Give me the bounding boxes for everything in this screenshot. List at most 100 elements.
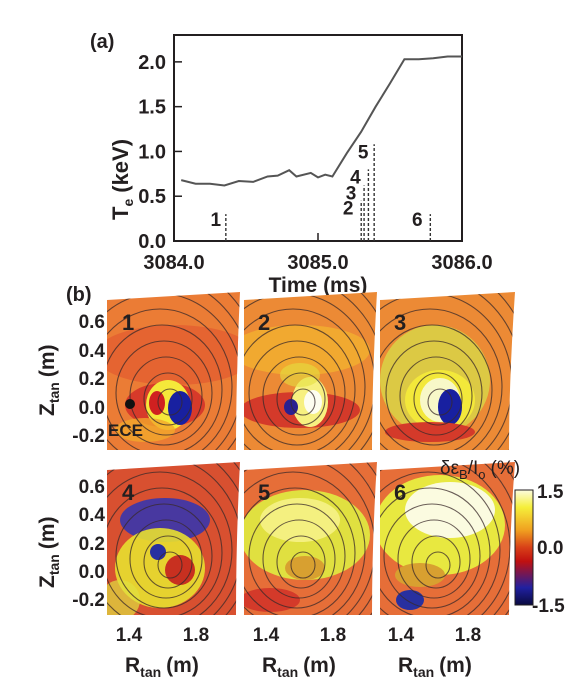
frame-label-6: 6 xyxy=(394,480,406,505)
te-symbol: T xyxy=(108,206,133,220)
event-marker-label: 6 xyxy=(412,210,423,231)
flux-contour xyxy=(157,551,183,579)
panel-b-label: (b) xyxy=(66,284,92,306)
flux-contour xyxy=(244,471,366,615)
flux-contour xyxy=(244,487,356,615)
flux-contour xyxy=(290,551,316,579)
flux-contour xyxy=(115,503,213,609)
y-tick-label: 1.0 xyxy=(138,141,166,163)
panel-b-y-ticks: 0.6 0.4 0.2 0.0 -0.2 0.6 0.4 0.2 0.0 -0.2 xyxy=(72,312,105,611)
frame-contours xyxy=(380,462,515,615)
y-tick-label: 2.0 xyxy=(138,52,166,74)
flux-contour xyxy=(413,372,463,426)
x-tick-label: 1.8 xyxy=(183,625,209,646)
frame-label-4: 4 xyxy=(122,480,135,505)
panel-b-y-axis-label-top: Ztan(m) xyxy=(36,345,62,417)
panel-a-y-ticks: 0.0 0.5 1.0 1.5 2.0 xyxy=(138,52,182,253)
flux-contour xyxy=(262,519,336,599)
flux-contour xyxy=(427,388,453,416)
panel-a-x-axis-label: Time (ms) xyxy=(269,274,368,297)
flux-contour xyxy=(276,535,326,589)
te-unit: (keV) xyxy=(108,139,133,193)
panel-a-te-line xyxy=(180,55,462,187)
svg-text:Ztan(m): Ztan(m) xyxy=(36,345,62,417)
flux-contour xyxy=(244,308,366,450)
event-marker-label: 5 xyxy=(358,142,369,163)
flux-contour xyxy=(380,308,503,450)
panel-a-x-ticks: 3084.0 3085.0 3086.0 xyxy=(143,233,493,274)
flux-contour xyxy=(385,340,483,446)
y-tick-label: 1.5 xyxy=(138,97,166,119)
flux-contour xyxy=(107,308,233,450)
svg-text:Ztan(m): Ztan(m) xyxy=(36,517,62,589)
y-tick-label: -0.2 xyxy=(72,590,105,611)
x-tick-label: 1.8 xyxy=(320,625,346,646)
x-tick-label: 3086.0 xyxy=(431,252,492,274)
x-tick-label: 3084.0 xyxy=(143,252,204,274)
ece-dot xyxy=(125,399,135,409)
flux-contour xyxy=(107,324,223,450)
y-tick-label: 0.4 xyxy=(79,341,106,362)
colorbar-title: δεB/Io (%) xyxy=(440,458,520,482)
y-tick-label: 0.6 xyxy=(79,477,105,498)
frame-label-1: 1 xyxy=(122,310,134,335)
y-tick-label: 0.2 xyxy=(79,534,105,555)
flux-contour xyxy=(115,340,213,446)
frame-label-2: 2 xyxy=(258,310,270,335)
flux-contour xyxy=(290,388,316,416)
flux-contour xyxy=(397,519,471,599)
frame-contours xyxy=(107,462,240,615)
x-tick-label: 1.4 xyxy=(388,625,415,646)
x-tick-label: 1.8 xyxy=(455,625,481,646)
y-tick-label: 0.6 xyxy=(79,312,105,333)
y-tick-label: 0.0 xyxy=(79,562,105,583)
x-tick-label: 1.4 xyxy=(253,625,280,646)
flux-contour xyxy=(157,388,183,416)
colorbar-tick-zero: 0.0 xyxy=(537,538,563,559)
ece-label: ECE xyxy=(108,421,143,440)
event-marker-label: 1 xyxy=(211,210,222,231)
y-tick-label: -0.2 xyxy=(72,426,105,447)
flux-contour xyxy=(107,487,223,615)
y-tick-label: 0.4 xyxy=(79,505,106,526)
flux-contour xyxy=(107,471,233,615)
event-marker-label: 4 xyxy=(350,167,361,188)
flux-contour xyxy=(380,324,493,450)
flux-contour xyxy=(244,324,356,450)
panel-a-y-axis-label: Te (keV) xyxy=(108,139,136,220)
frame-5 xyxy=(244,462,377,615)
flux-contour xyxy=(262,356,336,436)
flux-contour xyxy=(248,503,346,609)
panel-b-x-ticks: 1.4 1.8 1.4 1.8 1.4 1.8 xyxy=(116,625,481,646)
colorbar xyxy=(514,489,534,606)
flux-contour xyxy=(380,462,511,615)
te-subscript: e xyxy=(120,199,136,207)
frame-1 xyxy=(107,292,240,450)
flux-contour xyxy=(129,356,203,436)
flux-contour xyxy=(380,471,501,615)
panel-b-x-axis-label-3: Rtan (m) xyxy=(398,654,472,680)
y-tick-label: 0.0 xyxy=(79,398,105,419)
y-tick-label: 0.2 xyxy=(79,369,105,390)
flux-contour xyxy=(411,535,461,589)
frame-2 xyxy=(244,292,377,450)
y-tick-label: 0.5 xyxy=(138,186,166,208)
svg-text:Te(keV): Te (keV) xyxy=(108,139,136,220)
flux-contour xyxy=(129,519,203,599)
flux-contour xyxy=(143,535,193,589)
event-marker-label: 2 xyxy=(343,199,354,220)
panel-b-x-axis-label-2: Rtan (m) xyxy=(262,654,336,680)
panel-b-x-axis-label-1: Rtan (m) xyxy=(125,654,199,680)
flux-contour xyxy=(143,372,193,426)
event-marker-label: 3 xyxy=(346,183,357,204)
flux-contour xyxy=(380,487,491,615)
y-tick-label: 0.0 xyxy=(138,231,166,253)
colorbar-tick-min: -1.5 xyxy=(532,596,565,617)
flux-contour xyxy=(276,372,326,426)
frame-label-3: 3 xyxy=(394,310,406,335)
flux-contour xyxy=(248,340,346,446)
panel-a-label: (a) xyxy=(90,31,114,53)
x-tick-label: 3085.0 xyxy=(287,252,348,274)
flux-contour xyxy=(399,356,473,436)
